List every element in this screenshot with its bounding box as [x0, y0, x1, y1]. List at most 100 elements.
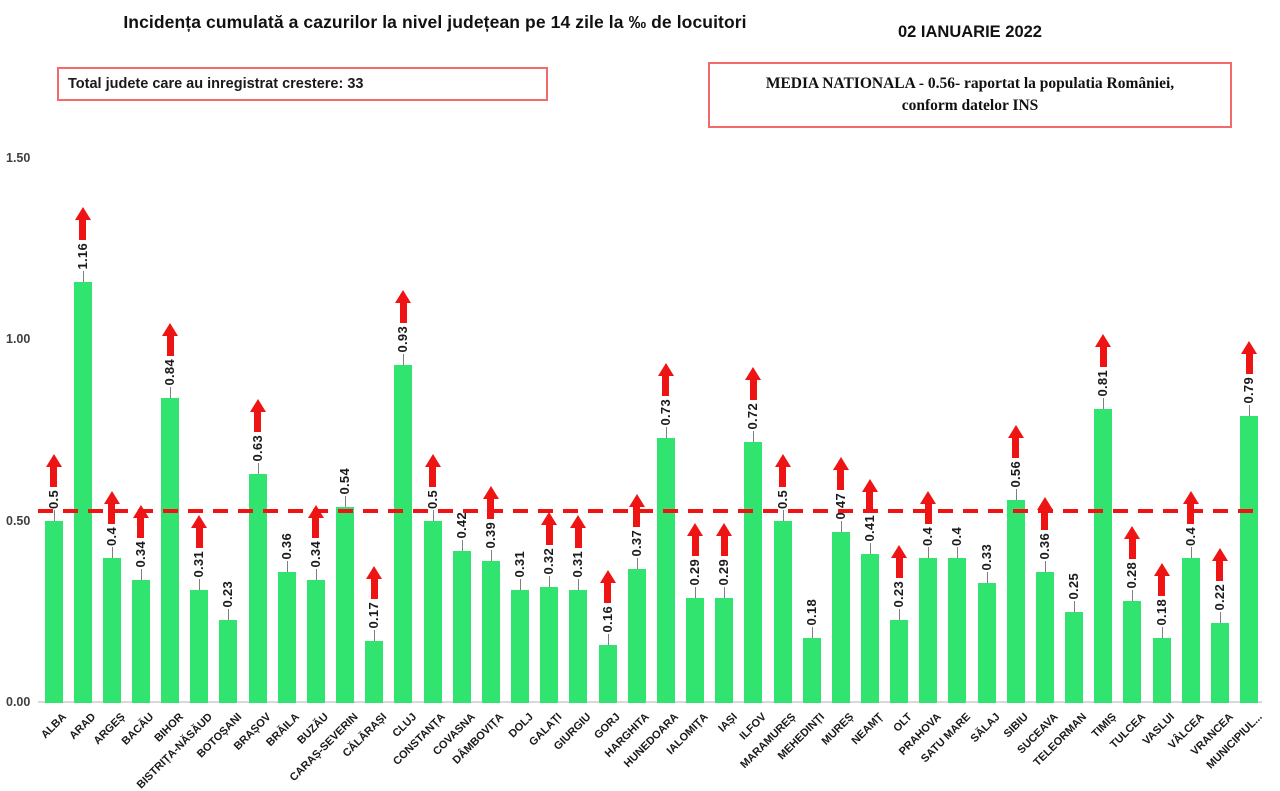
bar-value-label: 0.37: [628, 530, 644, 557]
bar-cara-severin: [336, 507, 355, 703]
value-leader-line: [403, 354, 405, 365]
bar-covasna: [452, 551, 471, 703]
bar-value-label: 0.33: [978, 544, 994, 571]
value-leader-line: [753, 431, 755, 442]
arrow-head: [1211, 548, 1228, 561]
arrow-shaft: [837, 470, 845, 490]
value-leader-line: [170, 387, 172, 398]
arrow-shaft: [749, 380, 757, 400]
y-axis-tick-label: 1.00: [6, 332, 31, 346]
bar-satu-mare: [948, 558, 967, 703]
value-leader-line: [1074, 601, 1076, 612]
bar-value-label: 0.31: [570, 551, 586, 578]
bar-value-label: 0.18: [803, 599, 819, 626]
arrow-head: [628, 494, 645, 507]
y-axis-tick-label: 1.50: [6, 150, 31, 165]
increase-arrow-icon: [541, 512, 558, 545]
arrow-head: [162, 323, 179, 336]
bar-teleorman: [1065, 612, 1084, 703]
bar-value-label: 0.16: [599, 606, 615, 633]
bar-arge: [102, 558, 121, 703]
increase-arrow-icon: [249, 399, 266, 432]
arrow-shaft: [108, 504, 116, 524]
increase-arrow-icon: [366, 566, 383, 599]
increase-arrow-icon: [1124, 526, 1141, 559]
bar-constan-a: [423, 521, 442, 703]
increase-arrow-icon: [45, 454, 62, 487]
bar-hunedoara: [656, 438, 675, 703]
arrow-shaft: [662, 376, 670, 396]
arrow-shaft: [312, 518, 320, 538]
increase-arrow-icon: [162, 323, 179, 356]
arrow-head: [657, 363, 674, 376]
x-axis-label-s-laj: SĂLAJ: [968, 711, 1003, 745]
bar-bra-ov: [248, 474, 267, 703]
arrow-shaft: [604, 583, 612, 603]
bar-vaslui: [1152, 638, 1171, 703]
increase-arrow-icon: [424, 454, 441, 487]
bar-value-label: 0.47: [832, 493, 848, 520]
value-leader-line: [636, 558, 638, 569]
increase-arrow-icon: [861, 479, 878, 512]
increase-arrow-icon: [832, 457, 849, 490]
arrow-head: [307, 505, 324, 518]
bar-value-label: 0.29: [687, 559, 703, 586]
bar-vrancea: [1210, 623, 1229, 703]
bar-value-label: 0.5: [45, 490, 61, 509]
bar-value-label: 0.73: [657, 399, 673, 426]
arrow-head: [599, 570, 616, 583]
arrow-head: [132, 505, 149, 518]
bar-br-ila: [277, 572, 296, 703]
increase-total-box: Total judete care au inregistrat crester…: [57, 67, 548, 101]
increase-arrow-icon: [191, 515, 208, 548]
bar-value-label: 0.32: [541, 548, 557, 575]
value-leader-line: [869, 543, 871, 554]
arrow-head: [745, 367, 762, 380]
bar-value-label: 0.4: [920, 527, 936, 546]
arrow-head: [1095, 334, 1112, 347]
arrow-head: [920, 491, 937, 504]
bar-value-label: 0.23: [891, 581, 907, 608]
value-leader-line: [140, 569, 142, 580]
bar-value-label: 0.29: [716, 559, 732, 586]
arrow-shaft: [1216, 561, 1224, 581]
arrow-head: [191, 515, 208, 528]
bar-value-label: 0.5: [424, 490, 440, 509]
value-leader-line: [957, 547, 959, 558]
value-leader-line: [1132, 590, 1134, 601]
bar-arad: [73, 282, 92, 703]
bar-value-label: 1.16: [74, 243, 90, 270]
bar-prahova: [919, 558, 938, 703]
value-leader-line: [782, 510, 784, 521]
x-axis-label-alba: ALBA: [38, 711, 69, 742]
bar-value-label: 0.23: [220, 581, 236, 608]
bar-value-label: 0.4: [1182, 527, 1198, 546]
increase-arrow-icon: [570, 515, 587, 548]
value-leader-line: [695, 587, 697, 598]
bar-gala-i: [540, 587, 559, 703]
bar-value-label: 0.28: [1124, 562, 1140, 589]
arrow-head: [1182, 491, 1199, 504]
arrow-head: [1241, 341, 1258, 354]
arrow-head: [103, 491, 120, 504]
arrow-head: [249, 399, 266, 412]
x-axis-label-ia-i: IAȘI: [716, 711, 740, 735]
value-leader-line: [53, 510, 55, 521]
bar-value-label: 0.36: [1036, 533, 1052, 560]
arrow-head: [424, 454, 441, 467]
x-axis-line: [38, 701, 1262, 703]
increase-arrow-icon: [628, 494, 645, 527]
bar-boto-ani: [219, 620, 238, 703]
value-leader-line: [1161, 627, 1163, 638]
arrow-head: [1036, 497, 1053, 510]
bar-value-label: 0.5: [774, 490, 790, 509]
value-leader-line: [1044, 561, 1046, 572]
bar-value-label: 0.81: [1095, 370, 1111, 397]
increase-total-text: Total judete care au inregistrat crester…: [68, 76, 364, 92]
bar-value-label: 0.4: [103, 527, 119, 546]
bar-value-label: 0.39: [482, 522, 498, 549]
value-leader-line: [607, 634, 609, 645]
bar-timi: [1094, 409, 1113, 703]
bar-bac-u: [131, 580, 150, 703]
